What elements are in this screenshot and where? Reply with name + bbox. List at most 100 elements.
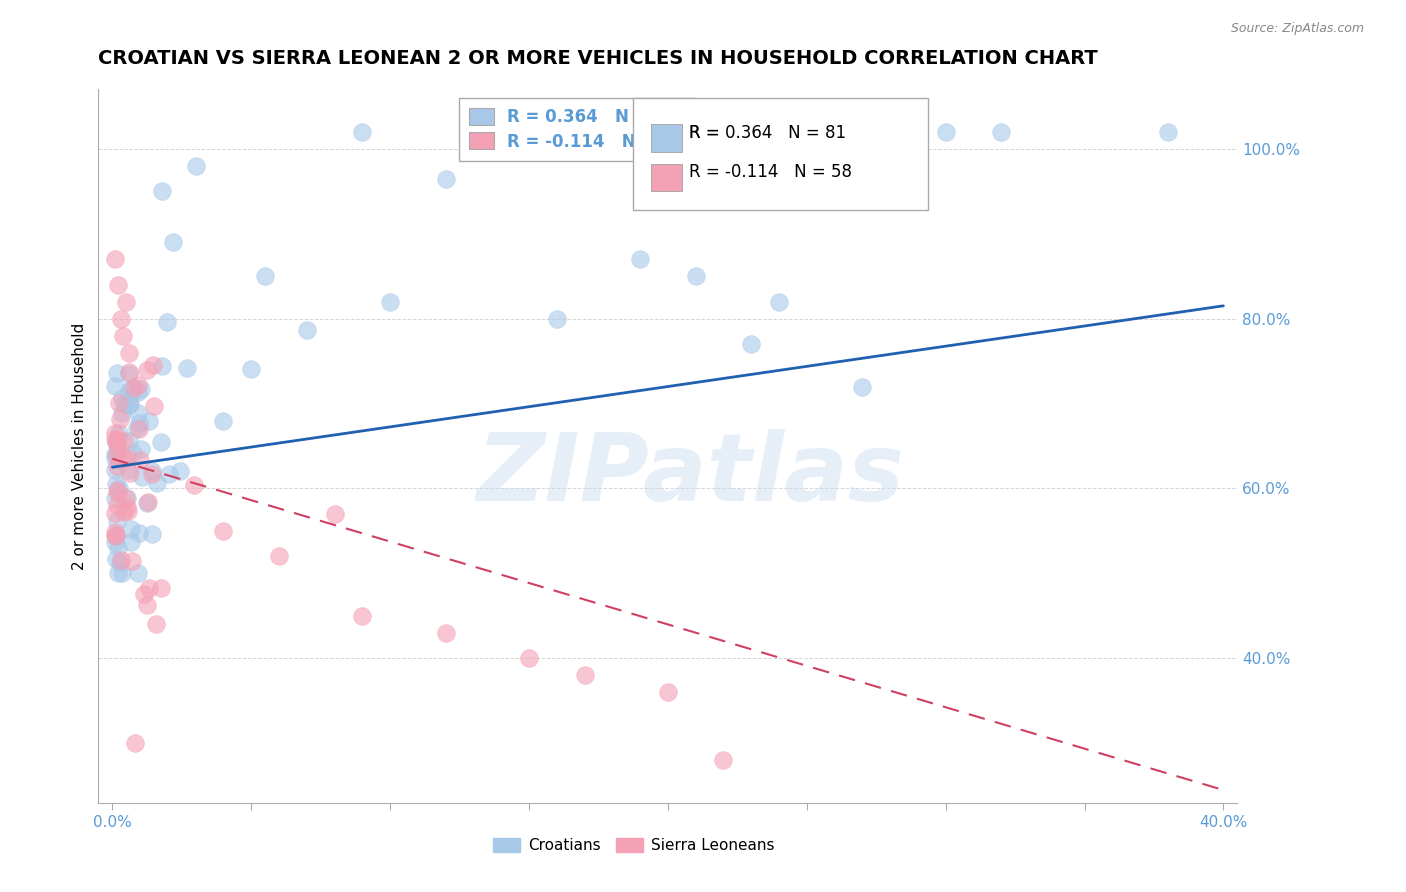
Point xyxy=(111,406,134,420)
Point xyxy=(118,434,141,448)
Point xyxy=(150,359,173,374)
Point xyxy=(117,504,139,518)
Point xyxy=(162,235,184,249)
Text: R = -0.114   N = 58: R = -0.114 N = 58 xyxy=(689,163,852,181)
Point xyxy=(128,416,150,430)
Point xyxy=(104,524,127,539)
Point xyxy=(600,125,623,139)
Point xyxy=(115,491,138,505)
Text: CROATIAN VS SIERRA LEONEAN 2 OR MORE VEHICLES IN HOUSEHOLD CORRELATION CHART: CROATIAN VS SIERRA LEONEAN 2 OR MORE VEH… xyxy=(98,49,1098,68)
Point xyxy=(104,450,127,465)
Point xyxy=(104,528,127,542)
Point xyxy=(105,458,128,473)
Point xyxy=(141,467,163,481)
Text: R = 0.364   N = 81: R = 0.364 N = 81 xyxy=(689,124,846,142)
Point xyxy=(127,384,149,399)
Point xyxy=(138,414,160,428)
Point xyxy=(124,381,146,395)
Point xyxy=(105,552,128,566)
Point xyxy=(115,450,138,465)
Point xyxy=(212,524,235,538)
Point xyxy=(149,581,172,595)
Point xyxy=(107,541,129,555)
Point xyxy=(740,337,762,351)
Point xyxy=(184,159,207,173)
Point xyxy=(768,294,790,309)
Point xyxy=(118,366,141,380)
Point xyxy=(118,345,141,359)
Point xyxy=(122,446,145,460)
Point xyxy=(118,397,141,411)
Point xyxy=(107,277,129,292)
Point xyxy=(150,434,173,449)
Point xyxy=(129,382,152,396)
Point xyxy=(135,599,157,613)
Point xyxy=(713,125,735,139)
Text: R =: R = xyxy=(689,124,725,142)
Point xyxy=(107,566,129,581)
Point xyxy=(108,482,131,496)
Point xyxy=(111,450,134,465)
Point xyxy=(115,294,138,309)
Point xyxy=(104,252,127,266)
Point xyxy=(142,399,165,413)
Point xyxy=(824,125,846,139)
Point xyxy=(118,466,141,480)
Point xyxy=(685,269,707,284)
Point xyxy=(134,587,156,601)
Point xyxy=(879,125,901,139)
Point xyxy=(105,483,128,497)
Point xyxy=(176,360,198,375)
Point xyxy=(111,392,134,406)
Point xyxy=(128,422,150,436)
Point xyxy=(104,463,127,477)
Point xyxy=(574,668,596,682)
Y-axis label: 2 or more Vehicles in Household: 2 or more Vehicles in Household xyxy=(72,322,87,570)
Point xyxy=(267,549,290,564)
Point xyxy=(240,361,263,376)
Point xyxy=(120,534,142,549)
Point xyxy=(105,528,128,542)
Point xyxy=(169,464,191,478)
Point xyxy=(107,435,129,450)
Point xyxy=(104,491,127,506)
Point xyxy=(378,294,401,309)
Point xyxy=(141,464,163,478)
Point xyxy=(105,433,128,447)
Point xyxy=(114,491,136,505)
Point xyxy=(104,447,127,461)
Point xyxy=(352,125,374,139)
Point xyxy=(145,617,167,632)
Point xyxy=(254,269,277,284)
Point xyxy=(135,496,157,510)
Point xyxy=(128,526,150,541)
Point xyxy=(131,442,153,457)
Point xyxy=(352,608,374,623)
Point xyxy=(796,125,818,139)
Point xyxy=(110,553,132,567)
Point xyxy=(107,448,129,462)
Point xyxy=(104,534,127,549)
Point xyxy=(517,651,540,665)
Point xyxy=(127,566,149,581)
Point xyxy=(104,426,127,441)
Point xyxy=(489,125,512,139)
Point xyxy=(105,514,128,528)
Point xyxy=(105,366,128,380)
Point xyxy=(434,172,457,186)
Point xyxy=(1157,125,1180,139)
Point xyxy=(110,311,132,326)
Point xyxy=(935,125,957,139)
Point xyxy=(117,398,139,412)
Point xyxy=(657,685,679,699)
Point xyxy=(115,500,138,514)
Point xyxy=(104,477,127,491)
Point xyxy=(105,446,128,460)
Point xyxy=(127,421,149,435)
Point xyxy=(127,378,149,392)
Point xyxy=(112,397,135,411)
Point xyxy=(157,467,180,481)
Point xyxy=(628,252,651,266)
Point xyxy=(105,436,128,450)
Point xyxy=(121,381,143,395)
